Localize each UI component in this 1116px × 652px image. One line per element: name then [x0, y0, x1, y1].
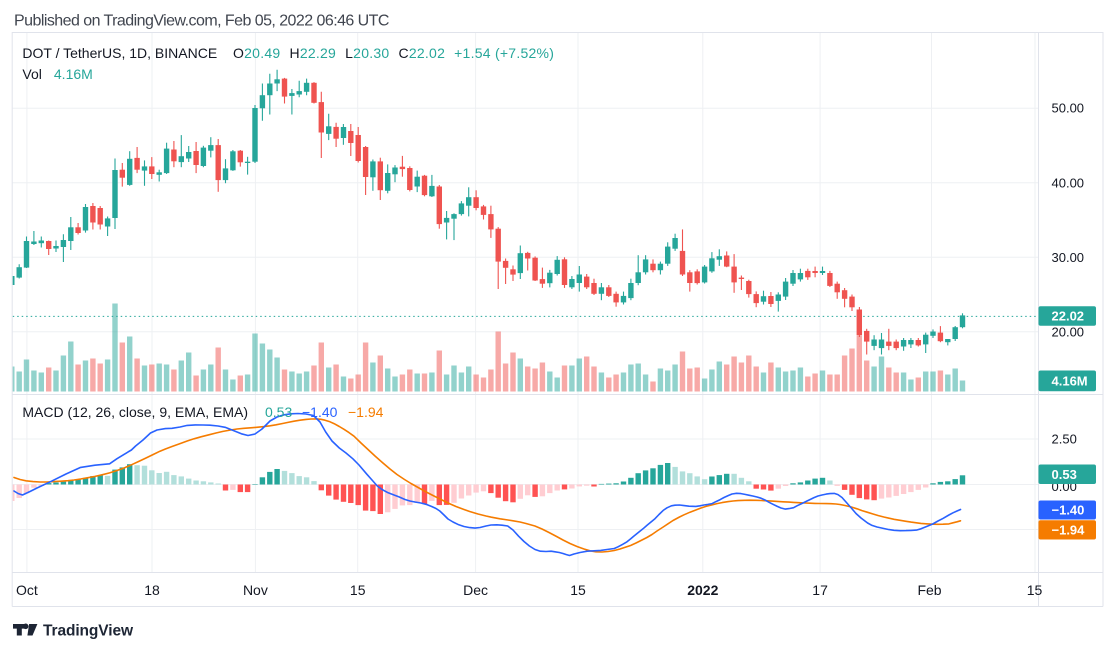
svg-text:TradingView: TradingView [43, 623, 134, 640]
svg-text:−1.40: −1.40 [302, 404, 338, 420]
svg-text:30.00: 30.00 [1052, 250, 1085, 265]
svg-text:Nov: Nov [243, 582, 268, 598]
svg-text:15: 15 [1027, 582, 1043, 598]
svg-text:0.53: 0.53 [1052, 467, 1077, 482]
svg-text:18: 18 [144, 582, 160, 598]
svg-text:Published on TradingView.com,: Published on TradingView.com, Feb 05, 20… [14, 13, 389, 30]
svg-text:−1.40: −1.40 [1052, 503, 1085, 518]
svg-text:Oct: Oct [16, 582, 38, 598]
svg-text:50.00: 50.00 [1052, 100, 1085, 115]
svg-text:−1.94: −1.94 [1052, 522, 1086, 537]
svg-text:15: 15 [350, 582, 366, 598]
svg-text:Dec: Dec [463, 582, 488, 598]
svg-text:Feb: Feb [917, 582, 941, 598]
svg-text:Vol: Vol [22, 66, 41, 82]
svg-text:17: 17 [812, 582, 828, 598]
svg-text:0.53: 0.53 [265, 404, 292, 420]
svg-text:DOT / TetherUS, 1D, BINANCE: DOT / TetherUS, 1D, BINANCE [22, 45, 217, 61]
svg-text:20.00: 20.00 [1052, 324, 1085, 339]
svg-text:40.00: 40.00 [1052, 175, 1085, 190]
svg-text:15: 15 [570, 582, 586, 598]
svg-text:MACD (12, 26, close, 9, EMA, E: MACD (12, 26, close, 9, EMA, EMA) [22, 404, 248, 420]
svg-text:4.16M: 4.16M [1052, 373, 1088, 388]
svg-text:2022: 2022 [687, 582, 718, 598]
svg-text:−1.94: −1.94 [348, 404, 384, 420]
svg-text:2.50: 2.50 [1052, 432, 1077, 447]
svg-text:22.02: 22.02 [1052, 309, 1085, 324]
svg-text:4.16M: 4.16M [54, 66, 93, 82]
